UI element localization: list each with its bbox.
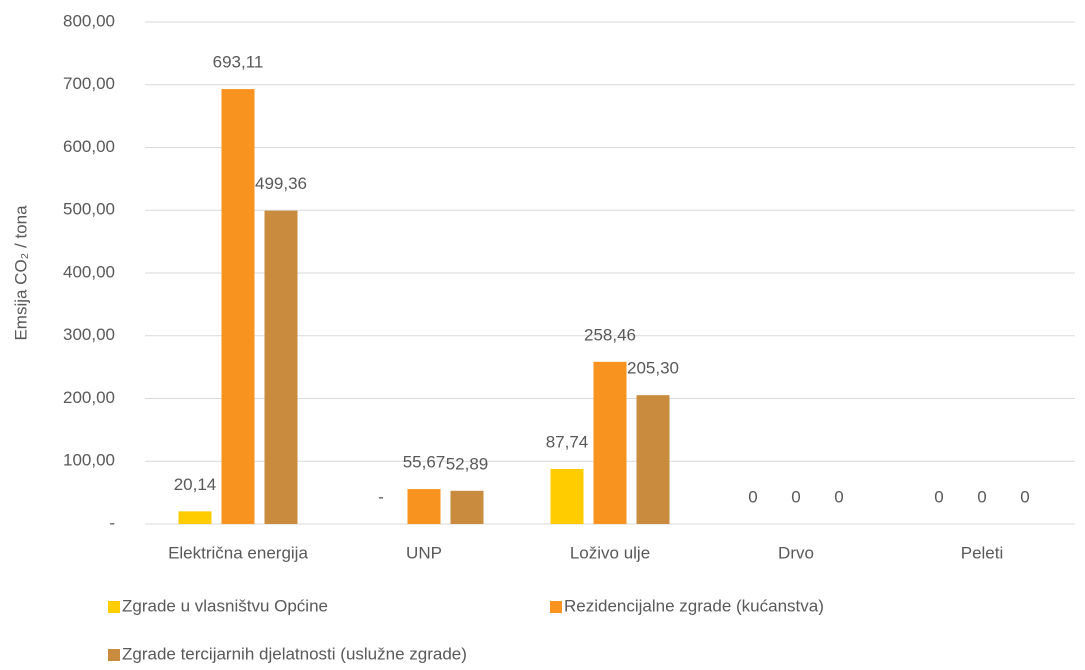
legend-label: Zgrade u vlasništvu Općine xyxy=(122,596,328,615)
x-tick-label: Električna energija xyxy=(168,543,308,562)
y-tick-label: 600,00 xyxy=(63,137,115,156)
bar xyxy=(550,468,584,524)
bar xyxy=(178,511,212,524)
value-label: 0 xyxy=(934,487,943,506)
legend-swatch xyxy=(550,601,562,613)
y-tick-label: 300,00 xyxy=(63,325,115,344)
bar xyxy=(221,89,255,524)
bar xyxy=(593,361,627,524)
y-tick-label: 200,00 xyxy=(63,388,115,407)
x-tick-label: UNP xyxy=(406,543,442,562)
value-label: 55,67 xyxy=(403,453,446,472)
x-tick-label: Peleti xyxy=(961,543,1004,562)
value-label: 693,11 xyxy=(213,53,264,72)
legend-swatch xyxy=(108,649,120,661)
value-label: 0 xyxy=(834,487,843,506)
value-label: 499,36 xyxy=(255,174,307,193)
legend-label: Zgrade tercijarnih djelatnosti (uslužne … xyxy=(122,644,467,663)
value-label: 87,74 xyxy=(546,432,589,451)
bar xyxy=(264,210,298,524)
x-tick-label: Loživo ulje xyxy=(570,543,650,562)
value-label: 20,14 xyxy=(174,475,217,494)
value-label: 0 xyxy=(1020,487,1029,506)
value-label: 205,30 xyxy=(627,359,679,378)
y-tick-label: 800,00 xyxy=(63,11,115,30)
y-tick-label: 700,00 xyxy=(63,74,115,93)
y-axis-title: Emsija CO₂ / tona xyxy=(11,205,30,341)
y-tick-label: - xyxy=(109,513,115,532)
y-tick-label: 100,00 xyxy=(63,451,115,470)
bar xyxy=(450,490,484,524)
value-label: - xyxy=(378,487,384,506)
legend-label: Rezidencijalne zgrade (kućanstva) xyxy=(564,596,824,615)
y-tick-label: 400,00 xyxy=(63,262,115,281)
value-label: 0 xyxy=(977,487,986,506)
value-label: 0 xyxy=(748,487,757,506)
x-tick-label: Drvo xyxy=(778,543,814,562)
bar xyxy=(636,395,670,524)
value-label: 0 xyxy=(791,487,800,506)
legend-swatch xyxy=(108,601,120,613)
value-label: 52,89 xyxy=(446,454,489,473)
bar xyxy=(407,489,441,524)
y-tick-label: 500,00 xyxy=(63,200,115,219)
value-label: 258,46 xyxy=(584,325,636,344)
